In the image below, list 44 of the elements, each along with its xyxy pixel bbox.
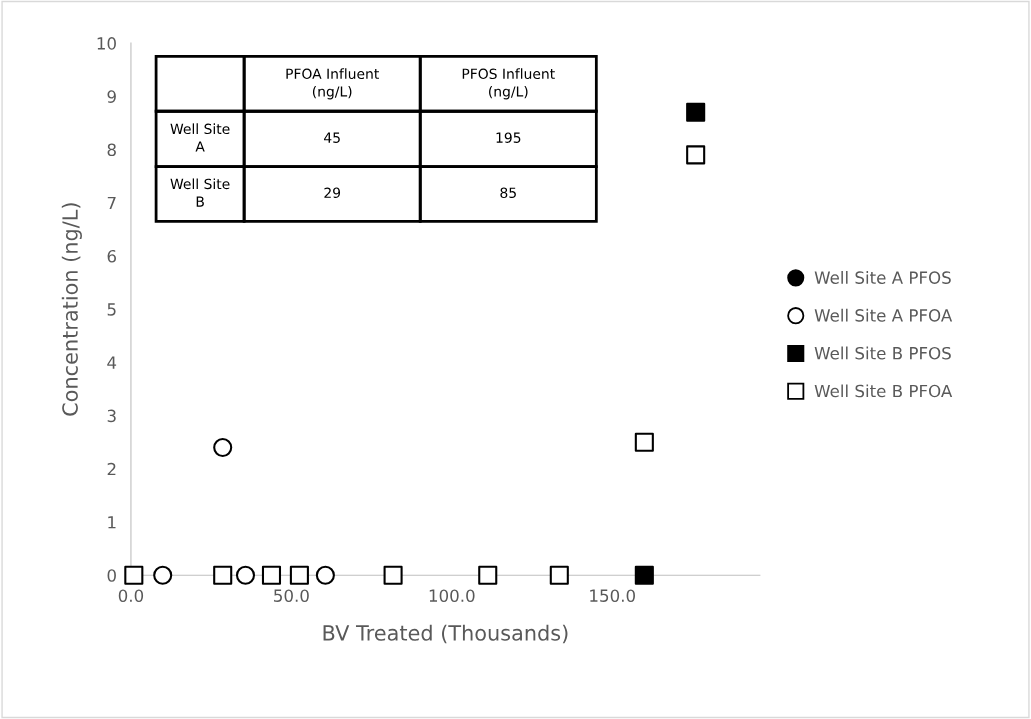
y-tick-label: 4: [107, 356, 117, 369]
point: [686, 145, 706, 165]
y-tick-label: 9: [107, 90, 116, 103]
x-axis-title: BV Treated (Thousands): [323, 624, 568, 644]
point: [124, 565, 144, 585]
point: [634, 432, 654, 452]
point: [153, 565, 173, 585]
y-tick-label: 0: [107, 569, 116, 582]
point: [549, 565, 569, 585]
annotation: PFOA Influent (ng/L): [286, 68, 379, 100]
y-axis-title: Concentration (ng/L): [61, 203, 82, 416]
point: [213, 565, 233, 585]
y-tick-label: 2: [107, 462, 116, 476]
y-tick-label: 5: [107, 303, 116, 316]
y-tick-label: 7: [107, 196, 116, 210]
legend-label: Well Site B PFOS: [814, 346, 951, 360]
y-tick-label: 10: [97, 37, 116, 50]
x-tick-label: 150.0: [590, 589, 635, 602]
x-tick-label: 0.0: [118, 589, 144, 602]
annotation: Well Site B: [170, 178, 230, 207]
point: [686, 102, 706, 122]
annotation: 29: [324, 187, 341, 199]
y-tick-label: 8: [107, 143, 116, 157]
point: [235, 565, 256, 585]
point: [261, 565, 282, 585]
point: [634, 565, 654, 585]
legend-label: Well Site A PFOS: [814, 271, 951, 284]
annotation: 85: [500, 187, 516, 199]
annotation: Well Site A: [170, 123, 230, 152]
y-tick-label: 1: [108, 516, 116, 529]
x-tick-label: 50.0: [274, 589, 309, 602]
point: [213, 437, 233, 458]
point: [383, 565, 403, 585]
x-tick-label: 100.0: [429, 589, 475, 602]
legend-label: Well Site A PFOA: [814, 308, 953, 322]
y-tick-label: 3: [107, 409, 116, 423]
annotation: PFOS Influent (ng/L): [462, 68, 555, 100]
legend-label: Well Site B PFOA: [814, 384, 953, 398]
point: [315, 565, 335, 585]
point: [478, 565, 498, 585]
y-tick-label: 6: [107, 249, 116, 263]
annotation: 195: [496, 132, 521, 143]
annotation: 45: [324, 132, 340, 143]
point: [289, 565, 309, 585]
